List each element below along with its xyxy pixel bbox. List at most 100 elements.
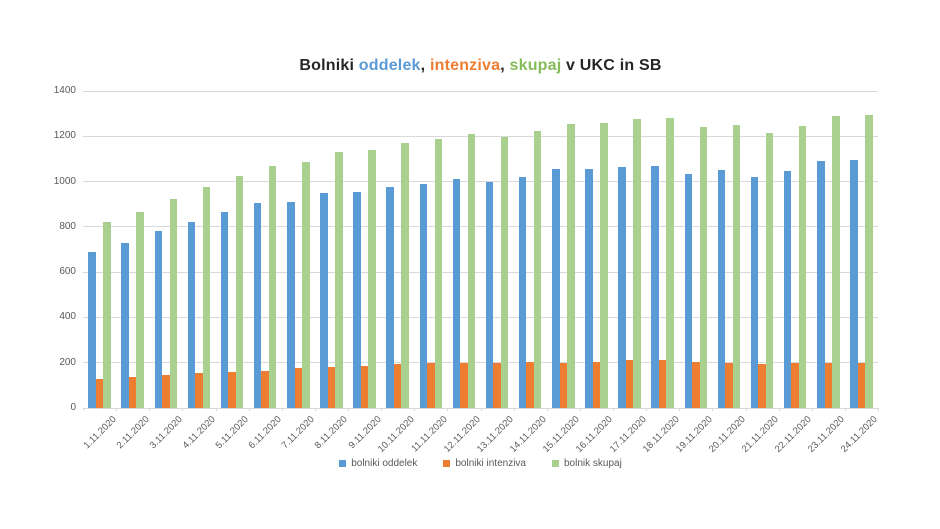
x-axis-tick	[811, 408, 813, 411]
y-axis-tick-label: 800	[59, 220, 76, 232]
bar-bolniki-oddelek-21.11.2020	[750, 177, 759, 408]
legend-item-bolnik-skupaj: bolnik skupaj	[551, 458, 622, 469]
legend-label: bolnik skupaj	[563, 458, 622, 469]
gridline	[83, 362, 878, 364]
bar-bolniki-intenziva-11.11.2020	[427, 362, 435, 408]
x-axis-tick	[381, 408, 383, 411]
bar-bolniki-intenziva-23.11.2020	[824, 362, 833, 408]
x-axis-tick	[281, 408, 283, 411]
bar-bolniki-oddelek-14.11.2020	[518, 177, 527, 408]
legend-swatch-icon	[339, 460, 347, 467]
bar-bolniki-intenziva-9.11.2020	[360, 366, 369, 408]
x-axis-tick-label: 2.11.2020	[114, 414, 152, 452]
gridline	[83, 271, 878, 273]
x-axis-tick	[778, 408, 780, 411]
bar-bolniki-oddelek-23.11.2020	[817, 161, 825, 408]
bar-bolnik-skupaj-14.11.2020	[533, 130, 542, 408]
x-axis-tick	[613, 408, 614, 411]
bar-bolniki-intenziva-10.11.2020	[393, 363, 402, 408]
chart-title-segment: oddelek	[358, 57, 421, 74]
bar-bolnik-skupaj-3.11.2020	[169, 198, 178, 408]
legend-item-bolniki-intenziva: bolniki intenziva	[443, 458, 526, 469]
bar-bolniki-intenziva-8.11.2020	[327, 367, 336, 408]
bar-bolniki-intenziva-17.11.2020	[625, 360, 634, 408]
gridline	[83, 316, 878, 318]
gridline	[83, 135, 878, 137]
bar-bolniki-intenziva-3.11.2020	[162, 375, 170, 408]
legend-item-bolniki-oddelek: bolniki oddelek	[339, 458, 417, 469]
bar-bolnik-skupaj-6.11.2020	[268, 165, 277, 408]
bar-bolnik-skupaj-24.11.2020	[865, 114, 873, 408]
y-axis-tick-label: 600	[59, 266, 76, 278]
bar-bolniki-intenziva-13.11.2020	[493, 363, 501, 408]
bar-bolnik-skupaj-12.11.2020	[467, 134, 476, 408]
x-axis-tick	[348, 408, 349, 411]
x-axis-tick-label: 8.11.2020	[313, 414, 351, 452]
x-axis-tick	[579, 408, 581, 411]
x-axis-tick	[248, 408, 250, 411]
legend-label: bolniki intenziva	[455, 458, 526, 469]
chart-title-segment: Bolniki	[299, 57, 359, 74]
y-axis-tick-label: 400	[59, 311, 76, 323]
bar-bolniki-intenziva-15.11.2020	[559, 362, 568, 408]
bar-bolniki-intenziva-24.11.2020	[857, 362, 866, 408]
chart-title-segment: skupaj	[509, 57, 562, 74]
bar-bolnik-skupaj-8.11.2020	[335, 152, 343, 408]
bar-bolniki-intenziva-18.11.2020	[658, 360, 667, 408]
y-axis-tick-label: 0	[70, 402, 76, 413]
bar-bolnik-skupaj-18.11.2020	[666, 118, 674, 408]
bar-bolniki-oddelek-22.11.2020	[783, 171, 792, 408]
gridline	[83, 226, 878, 228]
bar-bolnik-skupaj-9.11.2020	[368, 149, 376, 408]
x-axis-tick	[116, 408, 118, 411]
bar-bolniki-intenziva-4.11.2020	[195, 372, 203, 408]
bar-bolniki-oddelek-11.11.2020	[419, 183, 428, 408]
x-axis-tick	[149, 408, 151, 411]
bar-bolniki-oddelek-8.11.2020	[320, 192, 328, 408]
y-axis-tick-label: 1000	[53, 175, 76, 187]
x-axis-tick	[745, 408, 747, 411]
x-axis-tick	[215, 408, 217, 411]
bar-bolnik-skupaj-10.11.2020	[401, 143, 409, 408]
bar-bolniki-intenziva-22.11.2020	[791, 362, 799, 408]
bar-bolniki-oddelek-6.11.2020	[253, 203, 262, 408]
bar-bolniki-intenziva-12.11.2020	[460, 362, 468, 408]
bar-bolnik-skupaj-15.11.2020	[567, 123, 575, 408]
bar-bolniki-oddelek-4.11.2020	[187, 222, 196, 408]
bar-bolnik-skupaj-5.11.2020	[235, 175, 244, 408]
bar-bolniki-oddelek-17.11.2020	[618, 166, 626, 408]
bar-bolnik-skupaj-23.11.2020	[832, 115, 840, 408]
x-axis-tick-label: 1.11.2020	[81, 414, 119, 452]
bar-bolniki-intenziva-21.11.2020	[758, 363, 766, 408]
bar-bolniki-oddelek-19.11.2020	[684, 173, 693, 408]
bar-bolnik-skupaj-20.11.2020	[732, 124, 741, 408]
bar-bolnik-skupaj-11.11.2020	[434, 138, 443, 408]
bar-bolniki-intenziva-20.11.2020	[725, 362, 733, 408]
bar-bolnik-skupaj-13.11.2020	[500, 136, 509, 408]
x-axis-tick	[83, 408, 84, 411]
bar-bolniki-oddelek-18.11.2020	[651, 165, 659, 408]
bar-bolnik-skupaj-2.11.2020	[136, 212, 144, 408]
x-axis-tick	[712, 408, 714, 411]
bar-bolniki-oddelek-5.11.2020	[220, 212, 229, 408]
x-axis-tick	[646, 408, 648, 411]
bar-bolniki-oddelek-24.11.2020	[850, 160, 858, 408]
bar-bolniki-oddelek-1.11.2020	[88, 251, 96, 408]
bar-bolniki-oddelek-13.11.2020	[485, 181, 494, 408]
plot-area	[83, 90, 878, 409]
y-axis-tick-label: 200	[59, 356, 76, 368]
legend-swatch-icon	[443, 460, 451, 467]
x-axis-tick	[844, 408, 846, 411]
bar-bolniki-intenziva-7.11.2020	[294, 368, 303, 408]
bar-bolniki-intenziva-5.11.2020	[228, 371, 236, 408]
legend-label: bolniki oddelek	[351, 458, 418, 469]
x-axis-tick	[480, 408, 482, 411]
bar-bolniki-intenziva-2.11.2020	[128, 377, 137, 408]
y-axis-tick-label: 1200	[53, 130, 76, 142]
bar-bolniki-intenziva-19.11.2020	[692, 361, 700, 408]
chart-title-segment: intenziva	[429, 57, 501, 74]
x-axis-tick-label: 5.11.2020	[213, 414, 251, 452]
x-axis-tick	[513, 408, 515, 411]
chart-title: Bolniki oddelek, intenziva, skupaj v UKC…	[83, 57, 878, 75]
